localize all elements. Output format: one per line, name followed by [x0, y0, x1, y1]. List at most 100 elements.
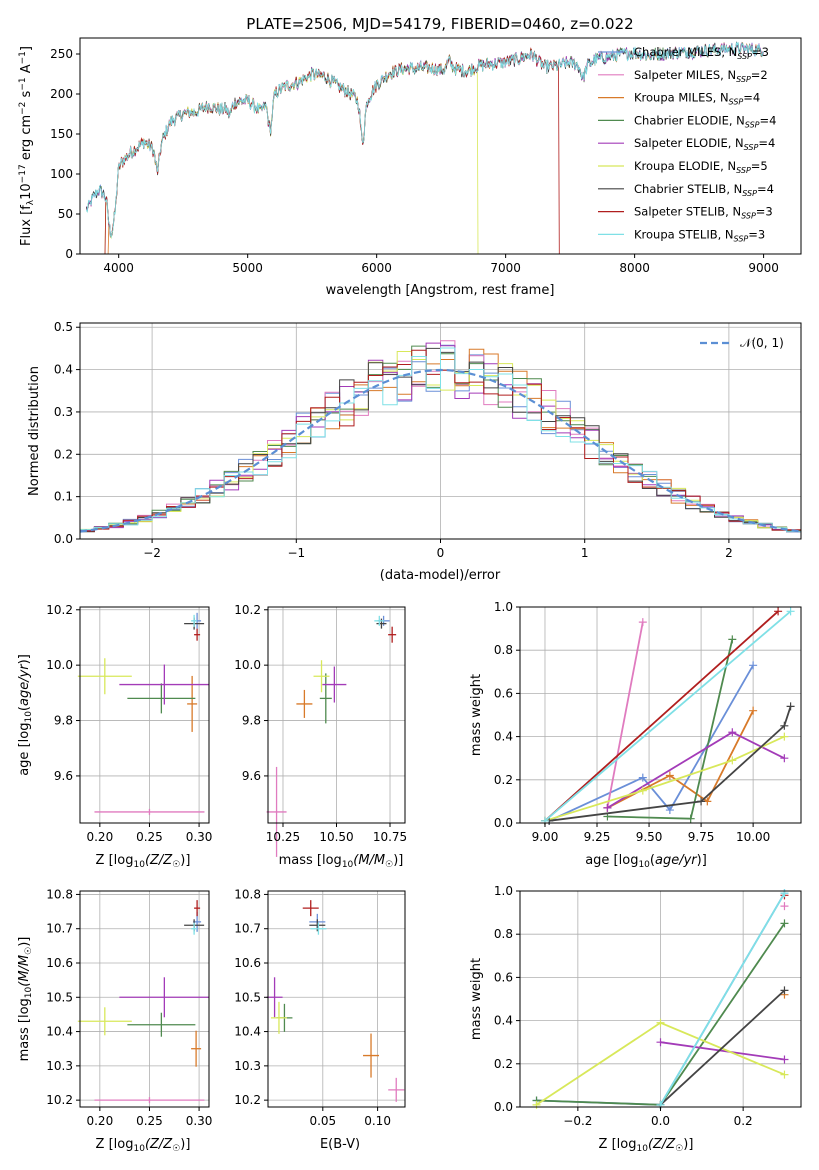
p5-line-salpeter-stelib [544, 610, 779, 822]
spectrum-xtick-label: 9000 [748, 261, 779, 275]
p6-ytick-label: 10.4 [46, 1025, 73, 1039]
p5-ytick-label: 0.0 [494, 816, 513, 830]
p6-xtick-label: 0.25 [136, 1114, 163, 1128]
p4-ytick-label: 10.0 [234, 658, 261, 672]
p8-marker-chabrier-elodie [780, 919, 789, 928]
legend-label-chabrier-elodie: Chabrier ELODIE, NSSP=4 [634, 113, 776, 129]
p5-ytick-label: 0.4 [494, 730, 513, 744]
p5-xtick-label: 9.00 [532, 830, 559, 844]
spectrum-title: PLATE=2506, MJD=54179, FIBERID=0460, z=0… [246, 15, 633, 33]
p5-line-kroupa-stelib [544, 610, 792, 822]
p5-marker-kroupa-elodie [638, 786, 647, 795]
histogram-ylabel: Normed distribution [27, 366, 42, 496]
spectrum-xtick-label: 6000 [361, 261, 392, 275]
histogram-xtick-label: −1 [287, 546, 305, 560]
legend-label-salpeter-elodie: Salpeter ELODIE, NSSP=4 [634, 136, 775, 152]
spectrum-xtick-label: 8000 [619, 261, 650, 275]
p8-marker-kroupa-elodie [532, 1100, 541, 1109]
p5-ytick-label: 0.2 [494, 773, 513, 787]
p3-ytick-label: 10.2 [46, 603, 73, 617]
spectrum-ytick-label: 50 [58, 207, 73, 221]
p7-ytick-label: 10.3 [234, 1059, 261, 1073]
p6-xlabel: Z [log10(Z/Z☉)] [96, 1137, 191, 1154]
p6-xtick-label: 0.30 [186, 1114, 213, 1128]
p7-ytick-label: 10.6 [234, 956, 261, 970]
spectrum-ytick-label: 250 [50, 47, 73, 61]
legend-label-kroupa-elodie: Kroupa ELODIE, NSSP=5 [634, 159, 768, 175]
spectrum-ytick-label: 200 [50, 87, 73, 101]
legend-label-kroupa-stelib: Kroupa STELIB, NSSP=3 [634, 227, 765, 243]
p5-marker-kroupa-miles [665, 771, 674, 780]
p5-ytick-label: 0.8 [494, 643, 513, 657]
spectrum-frame [79, 37, 802, 255]
legend-label-salpeter-stelib: Salpeter STELIB, NSSP=3 [634, 205, 773, 221]
spectrum-ytick-label: 150 [50, 127, 73, 141]
p3-ytick-label: 10.0 [46, 658, 73, 672]
p6-ytick-label: 10.7 [46, 922, 73, 936]
spectrum-ytick-label: 0 [65, 247, 73, 261]
p5-xtick-label: 9.75 [688, 830, 715, 844]
p7-xlabel: E(B-V) [320, 1137, 360, 1152]
age-vs-metallicity-panel: 0.20 0.25 0.30 9.6 9.8 10.0 10.2 [46, 603, 212, 844]
p5-marker-chabrier-miles [665, 806, 674, 815]
p8-xtick-label: 0.2 [734, 1114, 753, 1128]
p5-marker-chabrier-stelib [780, 721, 789, 730]
p6-ylabel: mass [log10(M/M☉)] [17, 937, 34, 1062]
legend-normal-label: 𝒩(0, 1) [740, 336, 784, 350]
p7-ytick-label: 10.4 [234, 1025, 261, 1039]
spectrum-xtick-label: 4000 [103, 261, 134, 275]
p4-xtick-label: 10.75 [373, 830, 407, 844]
mass-weight-vs-metallicity-panel: −0.2 0.0 0.2 0.0 0.2 0.4 0.6 0.8 1.0 [494, 884, 802, 1128]
legend-label-chabrier-miles: Chabrier MILES, NSSP=3 [634, 45, 769, 61]
p5-line-chabrier-elodie [607, 639, 734, 820]
p6-xtick-label: 0.20 [86, 1114, 113, 1128]
histogram-ytick-label: 0.2 [54, 447, 73, 461]
p5-marker-salpeter-elodie [603, 803, 612, 812]
p5-marker-kroupa-stelib [786, 607, 795, 616]
p8-ytick-label: 0.6 [494, 970, 513, 984]
p5-marker-salpeter-elodie [780, 754, 789, 763]
p5-xtick-label: 10.00 [736, 830, 770, 844]
p8-marker-kroupa-stelib [780, 889, 789, 898]
p5-marker-chabrier-elodie [686, 814, 695, 823]
p4-ytick-label: 9.6 [242, 769, 261, 783]
p5-marker-chabrier-stelib [786, 702, 795, 711]
p5-ytick-label: 0.6 [494, 686, 513, 700]
p6-frame [79, 890, 210, 1108]
p5-line-salpeter-miles [606, 621, 644, 809]
p5-ytick-label: 1.0 [494, 600, 513, 614]
p3-frame [79, 606, 210, 824]
p5-xtick-label: 9.50 [636, 830, 663, 844]
legend-label-chabrier-stelib: Chabrier STELIB, NSSP=4 [634, 182, 774, 198]
histogram-xlabel: (data-model)/error [380, 568, 501, 583]
p8-marker-chabrier-stelib [780, 986, 789, 995]
p4-ytick-label: 9.8 [242, 714, 261, 728]
p6-ytick-label: 10.6 [46, 956, 73, 970]
p3-xlabel: Z [log10(Z/Z☉)] [96, 853, 191, 870]
spectrum-ylabel: Flux [fλ10−17 erg cm−2 s−1 A−1] [18, 46, 36, 246]
histogram-step-kroupa-stelib [80, 347, 801, 533]
normal-reference-curve [79, 368, 802, 533]
p8-ylabel: mass weight [469, 958, 484, 1040]
spectrum-panel: PLATE=2506, MJD=54179, FIBERID=0460, z=0… [18, 15, 802, 298]
p7-ytick-label: 10.7 [234, 922, 261, 936]
p4-ytick-label: 10.2 [234, 603, 261, 617]
p5-marker-kroupa-elodie [780, 732, 789, 741]
p6-ytick-label: 10.5 [46, 990, 73, 1004]
p5-marker-salpeter-stelib [774, 607, 783, 616]
p8-line-chabrier-stelib [659, 989, 786, 1106]
p5-marker-chabrier-miles [638, 773, 647, 782]
p8-ytick-label: 0.4 [494, 1014, 513, 1028]
p8-xtick-label: 0.0 [651, 1114, 670, 1128]
p8-ytick-label: 0.2 [494, 1057, 513, 1071]
histogram-ytick-label: 0.3 [54, 405, 73, 419]
p8-marker-salpeter-elodie [656, 1038, 665, 1047]
histogram-ytick-label: 0.4 [54, 363, 73, 377]
legend-label-kroupa-miles: Kroupa MILES, NSSP=4 [634, 91, 760, 107]
p5-marker-salpeter-elodie [728, 728, 737, 737]
p8-marker-salpeter-miles [780, 902, 789, 911]
spectrum-xtick-label: 7000 [490, 261, 521, 275]
spectrum-xlabel: wavelength [Angstrom, rest frame] [326, 283, 555, 298]
p5-line-chabrier-miles [548, 664, 754, 822]
histogram-ytick-label: 0.5 [54, 320, 73, 334]
